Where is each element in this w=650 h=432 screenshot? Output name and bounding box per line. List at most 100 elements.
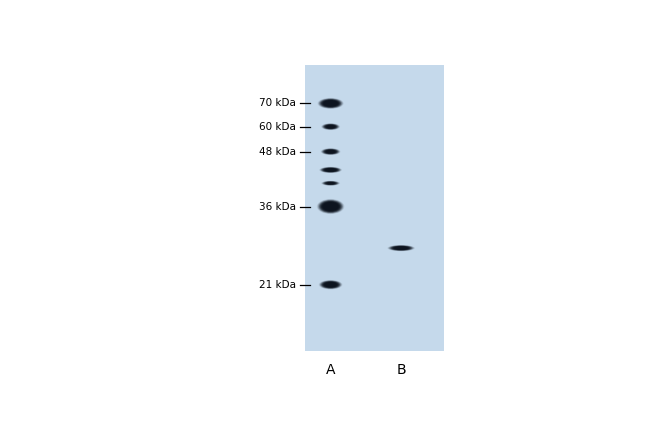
- Ellipse shape: [326, 283, 335, 286]
- Ellipse shape: [325, 149, 337, 154]
- Ellipse shape: [330, 151, 332, 152]
- Ellipse shape: [324, 124, 337, 129]
- Ellipse shape: [324, 168, 337, 172]
- Ellipse shape: [329, 169, 332, 171]
- Ellipse shape: [322, 168, 340, 172]
- Ellipse shape: [323, 168, 339, 172]
- Ellipse shape: [323, 100, 338, 107]
- Ellipse shape: [328, 205, 333, 208]
- Ellipse shape: [321, 167, 341, 173]
- Ellipse shape: [317, 98, 344, 109]
- Ellipse shape: [319, 200, 343, 213]
- Ellipse shape: [328, 126, 333, 127]
- Ellipse shape: [396, 247, 406, 249]
- Ellipse shape: [328, 102, 333, 105]
- Ellipse shape: [320, 200, 341, 213]
- Ellipse shape: [325, 101, 336, 106]
- Ellipse shape: [327, 182, 334, 184]
- Ellipse shape: [328, 126, 333, 128]
- Ellipse shape: [322, 124, 339, 130]
- Ellipse shape: [324, 124, 337, 129]
- Ellipse shape: [391, 246, 411, 251]
- Ellipse shape: [325, 168, 336, 172]
- Ellipse shape: [319, 280, 342, 289]
- Ellipse shape: [326, 168, 335, 171]
- Ellipse shape: [324, 168, 337, 172]
- Ellipse shape: [329, 151, 332, 152]
- Ellipse shape: [323, 282, 338, 288]
- Ellipse shape: [326, 182, 335, 184]
- Ellipse shape: [322, 100, 339, 107]
- Ellipse shape: [322, 168, 339, 172]
- Ellipse shape: [322, 202, 339, 211]
- Ellipse shape: [324, 181, 337, 185]
- Ellipse shape: [329, 126, 332, 127]
- Ellipse shape: [326, 125, 335, 128]
- Ellipse shape: [318, 280, 343, 289]
- Ellipse shape: [322, 181, 339, 185]
- Text: 70 kDa: 70 kDa: [259, 98, 296, 108]
- Ellipse shape: [322, 124, 339, 130]
- Ellipse shape: [323, 124, 338, 130]
- Ellipse shape: [326, 125, 335, 128]
- Ellipse shape: [388, 245, 414, 251]
- Ellipse shape: [330, 183, 332, 184]
- Ellipse shape: [319, 98, 343, 108]
- Ellipse shape: [320, 201, 341, 212]
- Ellipse shape: [328, 150, 334, 153]
- Ellipse shape: [325, 182, 336, 185]
- Ellipse shape: [328, 151, 333, 152]
- Ellipse shape: [393, 246, 409, 250]
- Ellipse shape: [398, 248, 404, 249]
- Ellipse shape: [317, 199, 344, 214]
- Ellipse shape: [320, 281, 341, 289]
- Ellipse shape: [320, 167, 341, 173]
- Ellipse shape: [322, 149, 339, 154]
- Ellipse shape: [321, 201, 340, 212]
- Ellipse shape: [330, 126, 332, 127]
- Ellipse shape: [317, 199, 345, 214]
- Ellipse shape: [326, 283, 335, 287]
- Ellipse shape: [322, 124, 340, 130]
- Ellipse shape: [322, 149, 339, 155]
- Ellipse shape: [321, 281, 340, 289]
- Ellipse shape: [318, 200, 343, 213]
- Ellipse shape: [322, 281, 339, 288]
- Ellipse shape: [326, 150, 335, 153]
- Ellipse shape: [396, 247, 406, 249]
- Ellipse shape: [321, 99, 341, 108]
- Text: 21 kDa: 21 kDa: [259, 280, 296, 290]
- Ellipse shape: [324, 149, 337, 154]
- Ellipse shape: [322, 202, 339, 211]
- Ellipse shape: [327, 125, 334, 128]
- Ellipse shape: [322, 281, 339, 288]
- Ellipse shape: [324, 282, 337, 287]
- Ellipse shape: [328, 284, 333, 286]
- Ellipse shape: [330, 103, 332, 104]
- Ellipse shape: [326, 169, 335, 171]
- Ellipse shape: [324, 124, 337, 129]
- Ellipse shape: [323, 149, 338, 154]
- Ellipse shape: [323, 168, 338, 172]
- Ellipse shape: [326, 204, 335, 209]
- Ellipse shape: [328, 102, 333, 104]
- Ellipse shape: [324, 203, 337, 210]
- Ellipse shape: [329, 103, 332, 104]
- Ellipse shape: [329, 126, 333, 127]
- Ellipse shape: [329, 284, 333, 286]
- Ellipse shape: [327, 204, 334, 209]
- Ellipse shape: [330, 284, 332, 285]
- Ellipse shape: [321, 148, 340, 155]
- Ellipse shape: [387, 245, 415, 251]
- Text: 48 kDa: 48 kDa: [259, 146, 296, 157]
- Text: 36 kDa: 36 kDa: [259, 201, 296, 212]
- Ellipse shape: [324, 181, 337, 185]
- Ellipse shape: [394, 246, 408, 250]
- Ellipse shape: [324, 282, 337, 287]
- Ellipse shape: [320, 99, 342, 108]
- Ellipse shape: [326, 125, 335, 128]
- Ellipse shape: [320, 99, 341, 108]
- Ellipse shape: [329, 183, 333, 184]
- Ellipse shape: [328, 182, 333, 184]
- Ellipse shape: [389, 245, 413, 251]
